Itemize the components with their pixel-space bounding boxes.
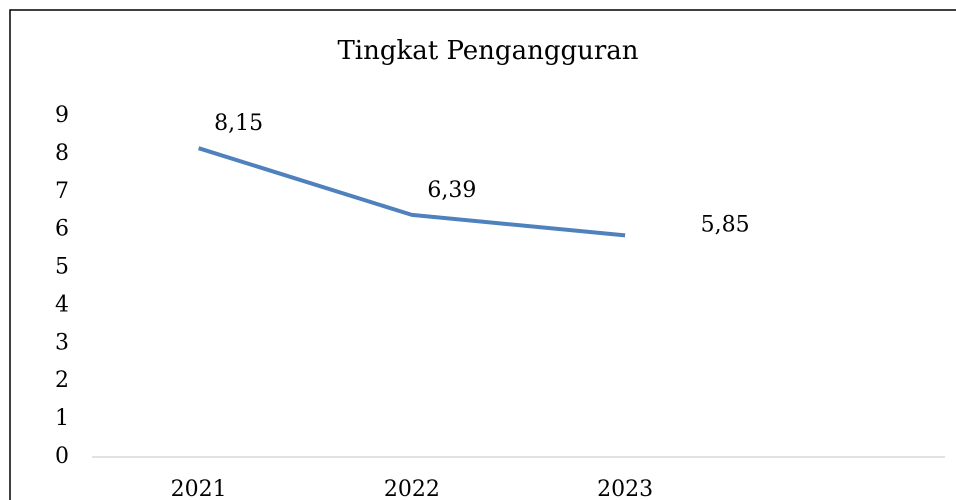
line	[198, 146, 626, 238]
y-tick-label: 0	[55, 444, 69, 469]
y-tick-label: 8	[55, 141, 69, 166]
y-tick-label: 1	[55, 406, 69, 431]
chart-border	[9, 9, 956, 500]
x-tick-label: 2022	[384, 477, 440, 500]
x-tick-label: 2023	[597, 477, 653, 500]
y-tick-label: 7	[55, 179, 69, 204]
y-tick-label: 5	[55, 255, 69, 280]
y-tick-label: 6	[55, 217, 69, 242]
y-tick-label: 4	[55, 292, 69, 317]
chart-title: Tingkat Pengangguran	[337, 36, 638, 66]
data-label: 5,85	[701, 212, 750, 237]
y-tick-label: 9	[55, 103, 69, 128]
data-label: 8,15	[214, 111, 263, 136]
x-tick-label: 2021	[171, 477, 227, 500]
y-tick-label: 3	[55, 330, 69, 355]
data-label: 6,39	[427, 178, 476, 203]
y-tick-label: 2	[55, 368, 69, 393]
